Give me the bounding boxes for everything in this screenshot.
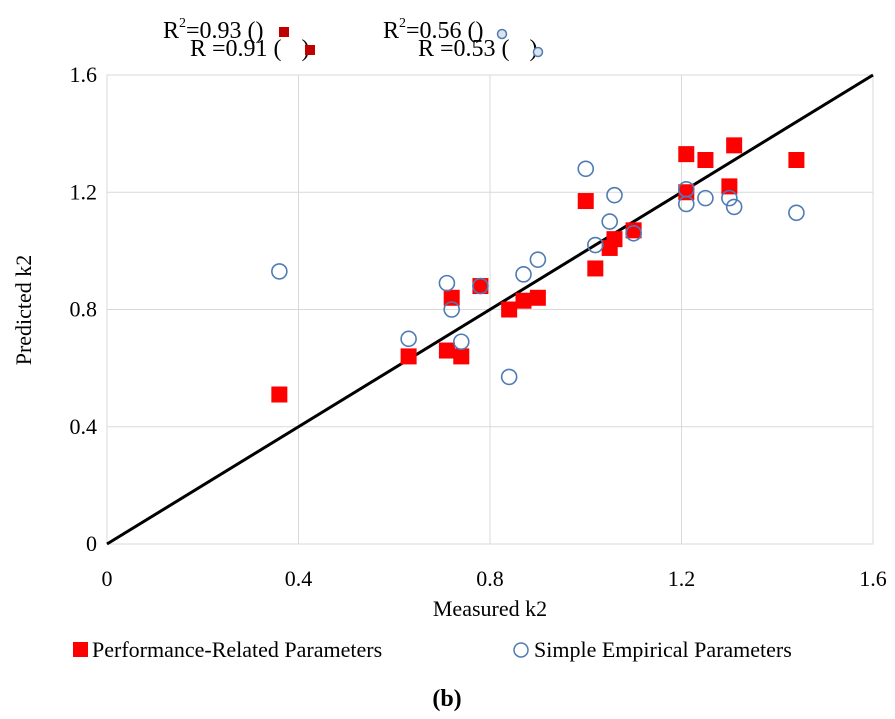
- r2-performance-label: R2=0.93 (): [163, 16, 264, 44]
- point-simple: [697, 189, 714, 207]
- point-simple: [601, 213, 618, 230]
- y-tick-labels: 0 0.4 0.8 1.2 1.6: [70, 62, 98, 556]
- data-points: [271, 137, 805, 403]
- annotation-performance: R2=0.93 () R =0.91 (): [163, 16, 315, 62]
- point-simple: [625, 224, 642, 242]
- point-performance: [726, 137, 743, 154]
- annotation-simple: R2=0.56 () R =0.53 (): [383, 16, 544, 62]
- y-tick-label: 0.4: [70, 414, 98, 439]
- y-axis-title: Predicted k2: [11, 255, 36, 366]
- point-performance: [400, 348, 417, 365]
- point-performance: [271, 386, 288, 403]
- r-performance-label: R =0.91 (): [190, 36, 310, 62]
- x-axis-title: Measured k2: [433, 596, 547, 621]
- r-simple-label: R =0.53 (): [418, 36, 538, 62]
- legend-label-performance: Performance-Related Parameters: [92, 637, 382, 662]
- y-tick-label: 0.8: [70, 297, 98, 322]
- point-simple: [443, 301, 461, 318]
- point-performance: [529, 289, 546, 306]
- point-performance: [515, 292, 532, 309]
- legend-circle-icon: [513, 642, 529, 658]
- point-simple: [438, 274, 456, 292]
- r2-simple-marker-icon: [496, 28, 508, 40]
- point-performance: [606, 231, 623, 248]
- plot-area-border: [106, 74, 874, 545]
- r2-simple-label: R2=0.56 (): [383, 16, 484, 44]
- r-performance-marker-icon: [305, 45, 315, 55]
- point-performance: [577, 193, 594, 210]
- x-tick-label: 0: [102, 566, 113, 591]
- point-performance: [587, 260, 604, 277]
- reference-line-group: [106, 73, 874, 546]
- point-simple: [587, 236, 604, 254]
- point-simple: [515, 266, 532, 283]
- point-simple: [452, 333, 470, 351]
- point-simple: [529, 251, 547, 268]
- point-performance: [697, 152, 714, 169]
- point-simple: [400, 330, 417, 348]
- point-simple: [721, 189, 738, 207]
- legend: Performance-Related Parameters Simple Em…: [73, 637, 792, 662]
- point-performance: [625, 222, 642, 239]
- y-tick-label: 1.6: [70, 62, 98, 87]
- x-tick-label: 0.4: [285, 566, 313, 591]
- point-simple: [677, 195, 695, 213]
- x-tick-label: 1.6: [859, 566, 887, 591]
- point-performance: [453, 348, 470, 365]
- point-performance: [501, 301, 518, 318]
- point-performance: [678, 146, 695, 163]
- point-simple: [606, 186, 623, 204]
- point-simple: [788, 204, 805, 222]
- point-simple: [472, 277, 489, 295]
- point-performance: [443, 289, 460, 306]
- x-tick-label: 1.2: [668, 566, 696, 591]
- r-simple-marker-icon: [532, 46, 544, 58]
- r2-performance-marker-icon: [279, 27, 289, 37]
- point-simple: [271, 263, 288, 280]
- point-performance: [721, 178, 738, 195]
- point-performance: [472, 278, 489, 295]
- point-simple: [500, 368, 518, 386]
- x-tick-label: 0.8: [476, 566, 504, 591]
- legend-label-simple: Simple Empirical Parameters: [534, 637, 792, 662]
- y-tick-label: 0: [86, 531, 97, 556]
- point-simple: [725, 198, 743, 216]
- x-tick-labels: 0 0.4 0.8 1.2 1.6: [102, 566, 887, 591]
- reference-line: [106, 73, 874, 546]
- legend-square-icon: [73, 642, 88, 657]
- point-performance: [788, 152, 805, 169]
- point-simple: [577, 160, 595, 178]
- y-tick-label: 1.2: [70, 179, 98, 204]
- figure-caption: (b): [432, 686, 461, 712]
- point-performance: [438, 342, 455, 359]
